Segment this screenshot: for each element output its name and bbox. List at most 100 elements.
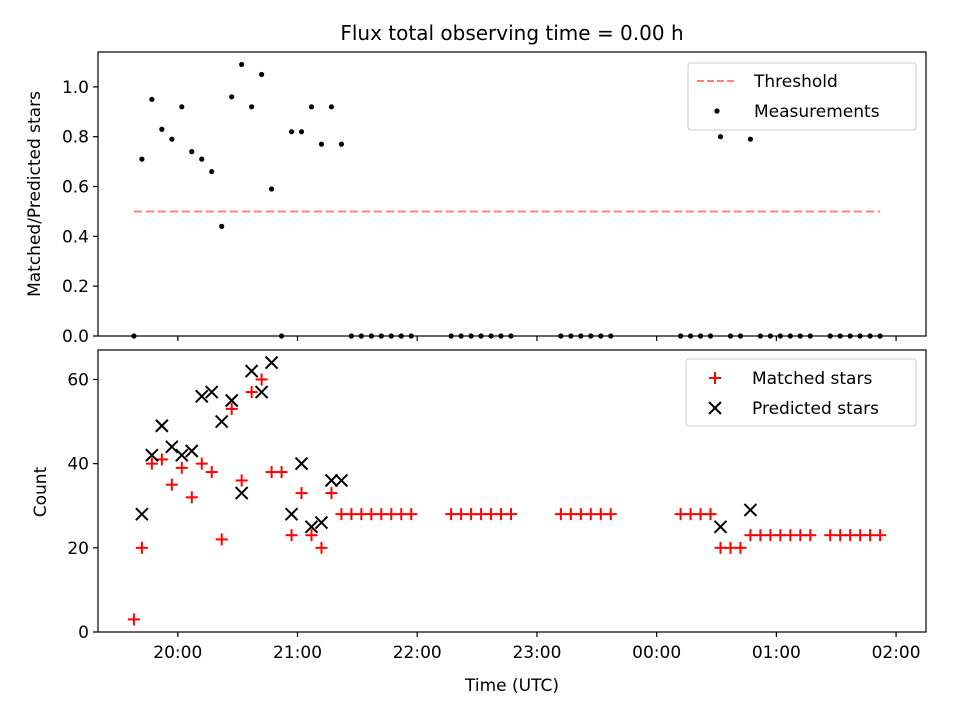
measurement-point — [677, 333, 684, 339]
predicted-star-point — [195, 389, 209, 404]
predicted-star-point — [175, 448, 189, 462]
measurement-point — [468, 333, 474, 339]
predicted-star-point — [224, 393, 239, 408]
predicted-star-stroke-b — [314, 515, 329, 530]
measurement-point — [189, 149, 195, 155]
matched-star-point — [235, 474, 248, 487]
matched-star-point — [734, 541, 747, 554]
predicted-star-point — [185, 444, 199, 458]
measurement-point — [847, 333, 853, 339]
predicted-star-stroke-b — [135, 507, 149, 521]
measurement-point — [288, 129, 295, 135]
top-legend: Threshold Measurements — [687, 62, 917, 131]
matched-star-point — [295, 487, 308, 500]
top-axes: 0.0 0.2 0.4 0.6 0.8 1.0 — [62, 51, 927, 347]
predicted-star-point — [205, 385, 219, 399]
measurement-point — [318, 141, 325, 147]
x-axis-label: Time (UTC) — [464, 676, 559, 696]
predicted-star-point — [244, 364, 259, 378]
measurement-point — [747, 136, 754, 142]
predicted-star-point — [743, 503, 758, 517]
measurement-point — [408, 333, 414, 339]
matched-star-point — [175, 461, 188, 474]
matched-star-point — [275, 466, 288, 479]
predicted-star-point — [334, 473, 349, 488]
legend-matched-label: Matched stars — [752, 369, 872, 389]
predicted-star-point — [145, 448, 159, 462]
predicted-star-stroke-b — [324, 473, 339, 488]
predicted-star-stroke-b — [234, 486, 249, 500]
measurement-point — [568, 333, 574, 339]
legend-predicted-swatch — [708, 401, 722, 415]
bottom-y-tick-label: 40 — [67, 455, 89, 475]
measurement-point — [608, 333, 614, 339]
predicted-star-stroke-b — [743, 503, 758, 517]
measurement-point — [578, 333, 584, 339]
predicted-star-point — [155, 419, 169, 433]
matched-star-point — [165, 478, 178, 491]
predicted-star-point — [165, 440, 179, 454]
matched-star-point — [155, 453, 168, 466]
measurement-point — [857, 333, 863, 339]
predicted-star-stroke-b — [165, 440, 179, 454]
measurement-point — [199, 156, 205, 162]
matched-star-point — [195, 457, 208, 470]
matched-star-point — [505, 508, 518, 521]
measurement-point — [827, 333, 833, 339]
top-y-tick-label: 0.6 — [62, 178, 89, 198]
matched-star-point — [804, 529, 817, 542]
top-y-tick-label: 1.0 — [62, 78, 89, 98]
matched-star-point — [145, 457, 158, 470]
top-y-axis-label: Matched/Predicted stars — [25, 91, 45, 297]
measurement-point — [139, 156, 145, 162]
predicted-star-stroke-b — [334, 473, 349, 488]
predicted-star-stroke-b — [224, 393, 239, 408]
bottom-y-tick-label: 0 — [78, 623, 89, 643]
measurement-point — [727, 333, 734, 339]
measurement-point — [797, 333, 803, 339]
matched-star-point — [255, 373, 268, 386]
bottom-x-tick-label: 22:00 — [393, 643, 442, 663]
predicted-star-stroke-b — [713, 520, 728, 534]
matched-star-point — [325, 487, 338, 500]
measurement-point — [259, 71, 265, 78]
matched-star-point — [185, 491, 198, 504]
measurement-point — [219, 223, 225, 229]
predicted-star-stroke-b — [304, 520, 319, 534]
legend-threshold-label: Threshold — [753, 72, 838, 92]
matched-star-point — [315, 541, 328, 554]
bottom-legend: Matched stars Predicted stars — [685, 358, 917, 427]
measurement-point — [159, 126, 165, 132]
measurement-point — [249, 104, 255, 110]
measurement-point — [358, 333, 364, 339]
predicted-star-point — [264, 355, 279, 370]
matched-star-point — [405, 508, 418, 521]
predicted-star-point — [314, 515, 329, 530]
measurement-point — [588, 333, 594, 339]
measurement-point — [398, 333, 404, 339]
measurement-point — [807, 333, 813, 339]
matched-star-point — [704, 508, 717, 521]
top-legend-box — [687, 62, 917, 131]
measurement-point — [598, 333, 604, 339]
predicted-star-point — [304, 520, 319, 534]
measurement-point — [488, 333, 494, 339]
measurement-point — [837, 333, 843, 339]
bottom-y-axis-label: Count — [31, 466, 51, 517]
measurement-point — [717, 134, 724, 140]
measurement-point — [478, 333, 484, 339]
matched-star-point — [205, 466, 218, 479]
matched-star-point — [604, 508, 617, 521]
predicted-star-point — [254, 385, 269, 399]
predicted-star-point — [324, 473, 339, 488]
measurement-point — [131, 333, 137, 339]
measurement-point — [268, 186, 275, 192]
predicted-star-point — [234, 486, 249, 500]
measurement-point — [338, 141, 345, 147]
bottom-legend-box — [685, 358, 917, 427]
predicted-star-stroke-b — [195, 389, 209, 404]
measurement-point — [298, 129, 305, 135]
top-y-tick-label: 0.0 — [62, 327, 89, 347]
matched-star-point — [225, 402, 238, 415]
measurement-point — [348, 333, 354, 339]
